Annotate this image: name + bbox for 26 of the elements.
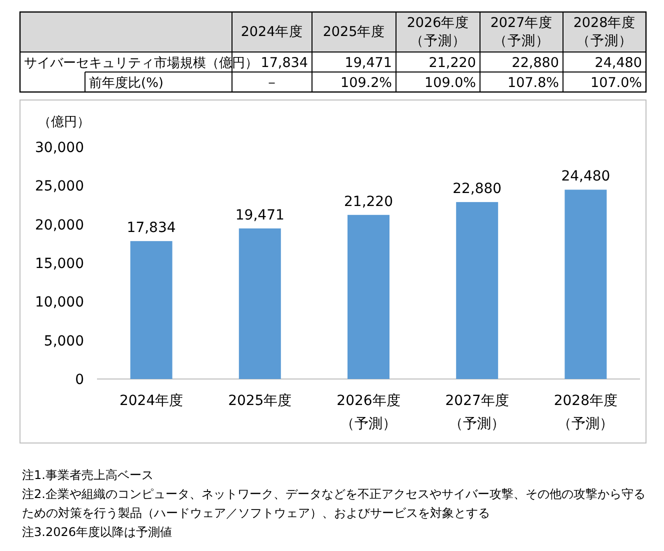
category-label: 2024年度 <box>240 24 304 40</box>
x-tick-label: 2024年度 <box>118 392 184 411</box>
category-label: 2025年度 <box>322 24 386 40</box>
data-label: 24,480 <box>561 168 610 185</box>
text: 注3.2026年度以降は予測値 <box>22 524 173 541</box>
x-tick-label: 2025年度 <box>227 392 293 411</box>
data-label: 21,220 <box>344 194 393 210</box>
y-tick-label: 0 <box>75 372 84 388</box>
category-label: 2027年度（予測） <box>490 15 553 49</box>
text: 注1.事業者売上高ベース <box>22 467 154 484</box>
y-axis-title: （億円） <box>38 115 90 130</box>
y-tick-label: 20,000 <box>35 217 84 234</box>
y-tick-label: 25,000 <box>35 178 84 195</box>
category-label: 2028年度（予測） <box>573 15 636 49</box>
x-tick-label: 2028年度（予測） <box>552 392 618 434</box>
text: 注2.企業や組織のコンピュータ、ネットワーク、データなどを不正アクセスやサイバー攻撃、その他の攻撃から守るための対策を行う製品（ハードウェア／ソフトウェア）、およびサービスを対象とする <box>22 486 646 522</box>
data-label: 22,880 <box>452 181 502 198</box>
y-tick-label: 30,000 <box>35 140 84 156</box>
x-tick-label: 2027年度（予測） <box>444 392 510 434</box>
data-label: 17,834 <box>126 220 176 236</box>
y-tick-label: 10,000 <box>35 294 84 311</box>
data-label: 19,471 <box>235 207 284 224</box>
y-tick-label: 5,000 <box>44 333 84 350</box>
y-tick-label: 15,000 <box>35 256 84 272</box>
category-label: 2026年度（予測） <box>406 15 470 49</box>
x-tick-label: 2026年度（予測） <box>336 392 402 434</box>
